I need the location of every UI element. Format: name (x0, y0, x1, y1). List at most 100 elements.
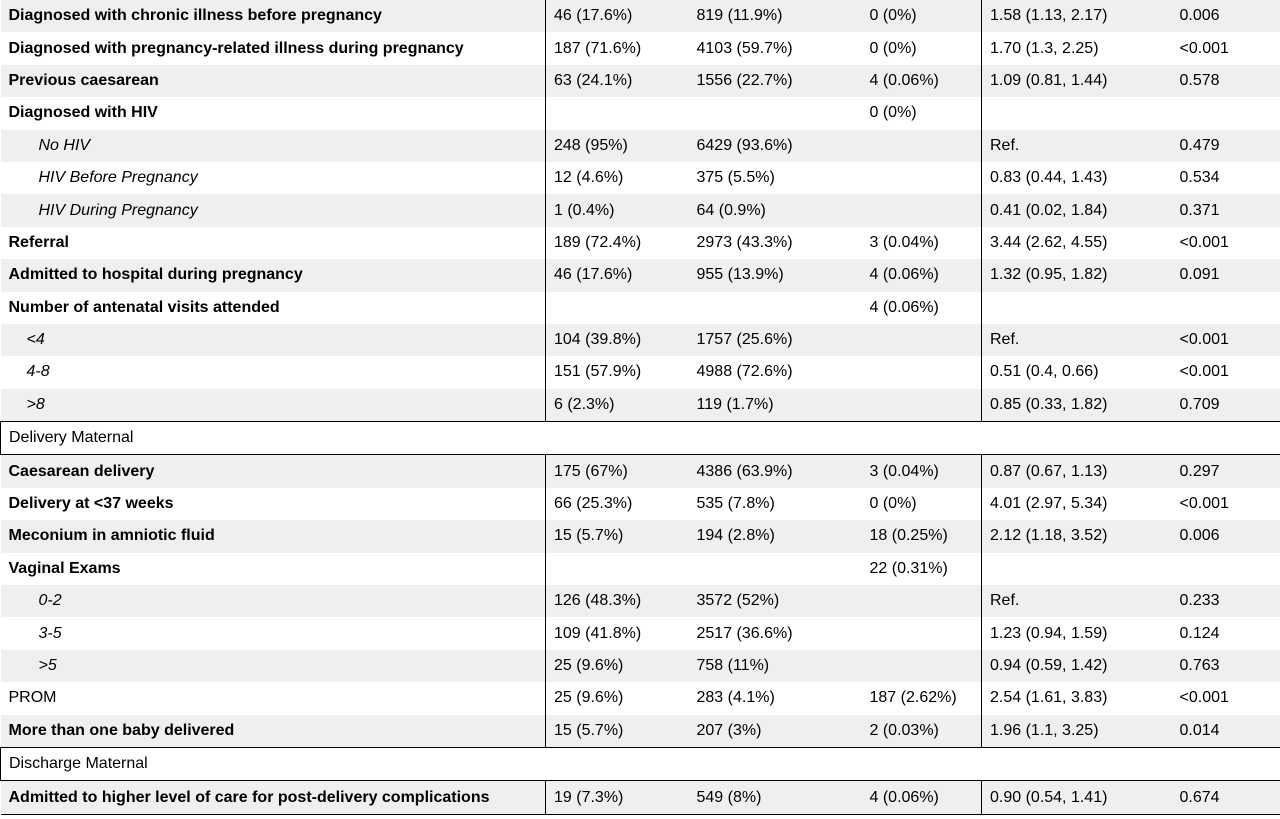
odds-ratio-cell: Ref. (981, 129, 1172, 162)
table-row: Vaginal Exams 22 (0.31%) (1, 552, 1280, 586)
missing-count-cell (861, 323, 982, 357)
row-label: Vaginal Exams (8, 559, 121, 577)
p-value-cell: 0.578 (1171, 64, 1280, 98)
table-row: HIV During Pregnancy 1 (0.4%) 64 (0.9%) 0.4… (0, 194, 1280, 227)
odds-ratio-cell: 3.44 (2.62, 4.55) (981, 226, 1172, 260)
p-value-cell: 0.006 (1171, 520, 1280, 553)
p-value-cell: 0.534 (1179, 169, 1220, 187)
row-label: Previous caesarean (0, 64, 546, 98)
p-value-cell: 0.479 (1171, 129, 1280, 162)
group-2-count-cell (689, 292, 862, 324)
table-row: Admitted to hospital during pregnancy 46 … (0, 259, 1280, 292)
missing-count-cell: 3 (0.04%) (861, 454, 982, 488)
section-label: Delivery Maternal (0, 421, 1280, 456)
row-label: >8 (0, 388, 546, 422)
section-header-row: Discharge Maternal (0, 746, 1280, 782)
group-2-count-cell: 283 (4.1%) (696, 689, 775, 707)
missing-count-cell: 4 (0.06%) (869, 298, 939, 316)
group-1-count-cell: 12 (4.6%) (545, 161, 689, 195)
row-label: Diagnosed with HIV (8, 104, 158, 122)
p-value-cell: <0.001 (1171, 323, 1280, 357)
group-1-count-cell: 109 (41.8%) (545, 617, 689, 650)
p-value-cell: 0.014 (1171, 714, 1280, 748)
group-1-count-cell: 46 (17.6%) (545, 0, 689, 33)
group-2-count-cell: 6429 (93.6%) (688, 129, 862, 162)
p-value-cell: 0.233 (1171, 585, 1280, 618)
group-1-count-cell: 175 (67%) (545, 454, 689, 488)
odds-ratio-cell: 2.54 (1.61, 3.83) (981, 682, 1172, 715)
p-value-cell: <0.001 (1179, 689, 1229, 707)
odds-ratio-cell: Ref. (981, 585, 1172, 618)
group-1-count-cell (545, 291, 689, 324)
group-2-count-cell: 549 (8%) (688, 780, 862, 815)
row-label: 4-8 (26, 363, 50, 381)
group-1-count-cell: 15 (5.7%) (545, 714, 689, 748)
odds-ratio-cell: 0.51 (0.4, 0.66) (981, 356, 1172, 389)
p-value-cell: 0.091 (1171, 259, 1280, 292)
group-2-count-cell: 2973 (43.3%) (696, 233, 793, 251)
odds-ratio-cell: 4.01 (2.97, 5.34) (981, 487, 1172, 521)
missing-count-cell: 3 (0.04%) (869, 233, 939, 251)
group-2-count-cell: 4103 (59.7%) (696, 39, 793, 57)
group-2-count-cell: 207 (3%) (688, 714, 862, 748)
group-1-count-cell: 187 (71.6%) (545, 32, 689, 65)
p-value-cell: 0.371 (1171, 194, 1280, 227)
group-2-count-cell: 4386 (63.9%) (688, 454, 862, 488)
group-1-count-cell: 25 (9.6%) (545, 649, 689, 683)
odds-ratio-cell (981, 291, 1172, 324)
group-1-count-cell: 6 (2.3%) (545, 388, 689, 422)
missing-count-cell: 0 (0%) (869, 495, 917, 513)
row-label: Diagnosed with pregnancy-related illness… (8, 39, 464, 57)
odds-ratio-cell: 0.87 (0.67, 1.13) (981, 454, 1172, 488)
row-label: Admitted to hospital during pregnancy (0, 259, 546, 292)
row-label: No HIV (0, 129, 546, 162)
table-row: >5 25 (9.6%) 758 (11%) 0.94 (0.59, 1.42) 0.7… (0, 649, 1280, 683)
missing-count-cell: 4 (0.06%) (861, 64, 982, 98)
row-label: Meconium in amniotic fluid (0, 520, 546, 553)
table-row: Previous caesarean 63 (24.1%) 1556 (22.7%)… (0, 64, 1280, 98)
p-value-cell: 0.124 (1179, 624, 1220, 642)
group-2-count-cell: 535 (7.8%) (696, 495, 775, 513)
odds-ratio-cell: 2.12 (1.18, 3.52) (981, 520, 1172, 553)
group-1-count-cell (545, 552, 689, 586)
group-2-count-cell (689, 97, 862, 129)
table-row: <4 104 (39.8%) 1757 (25.6%) Ref. <0.001 (0, 323, 1280, 357)
table-row: Diagnosed with pregnancy-related illness… (1, 32, 1280, 65)
group-2-count-cell (689, 553, 862, 585)
missing-count-cell (861, 129, 982, 162)
group-2-count-cell: 119 (1.7%) (688, 388, 862, 422)
group-1-count-cell: 46 (17.6%) (545, 259, 689, 292)
p-value-cell: <0.001 (1179, 495, 1229, 513)
group-1-count-cell: 104 (39.8%) (545, 323, 689, 357)
missing-count-cell (861, 585, 982, 618)
group-2-count-cell: 64 (0.9%) (688, 194, 862, 227)
odds-ratio-cell: 1.96 (1.1, 3.25) (981, 714, 1172, 748)
group-2-count-cell: 955 (13.9%) (688, 259, 862, 292)
table-row: Admitted to higher level of care for pos… (0, 780, 1280, 815)
row-label: Referral (8, 233, 69, 251)
table-row: Referral 189 (72.4%) 2973 (43.3%) 3 (0.04%)… (1, 226, 1280, 260)
p-value-cell (1172, 292, 1280, 324)
row-label: 0-2 (0, 585, 546, 618)
p-value-cell: <0.001 (1179, 363, 1229, 381)
group-2-count-cell: 375 (5.5%) (696, 169, 775, 187)
p-value-cell: <0.001 (1179, 39, 1229, 57)
odds-ratio-cell: 0.85 (0.33, 1.82) (981, 388, 1172, 422)
odds-ratio-cell: 0.94 (0.59, 1.42) (981, 649, 1172, 683)
missing-count-cell (862, 617, 982, 649)
group-2-count-cell: 4988 (72.6%) (696, 363, 793, 381)
group-2-count-cell: 3572 (52%) (688, 585, 862, 618)
group-1-count-cell: 189 (72.4%) (545, 226, 689, 260)
table-row: Caesarean delivery 175 (67%) 4386 (63.9%) 3… (0, 454, 1280, 488)
missing-count-cell: 0 (0%) (869, 104, 917, 122)
odds-ratio-cell: 1.09 (0.81, 1.44) (981, 64, 1172, 98)
section-header-row: Delivery Maternal (0, 421, 1280, 456)
row-label: Delivery at <37 weeks (8, 495, 174, 513)
missing-count-cell: 0 (0%) (869, 39, 917, 57)
row-label: 3-5 (38, 624, 62, 642)
table-row: 4-8 151 (57.9%) 4988 (72.6%) 0.51 (0.4, 0.6… (1, 356, 1280, 389)
row-label: Number of antenatal visits attended (8, 298, 280, 316)
missing-count-cell (861, 388, 982, 422)
missing-count-cell: 4 (0.06%) (861, 780, 982, 815)
